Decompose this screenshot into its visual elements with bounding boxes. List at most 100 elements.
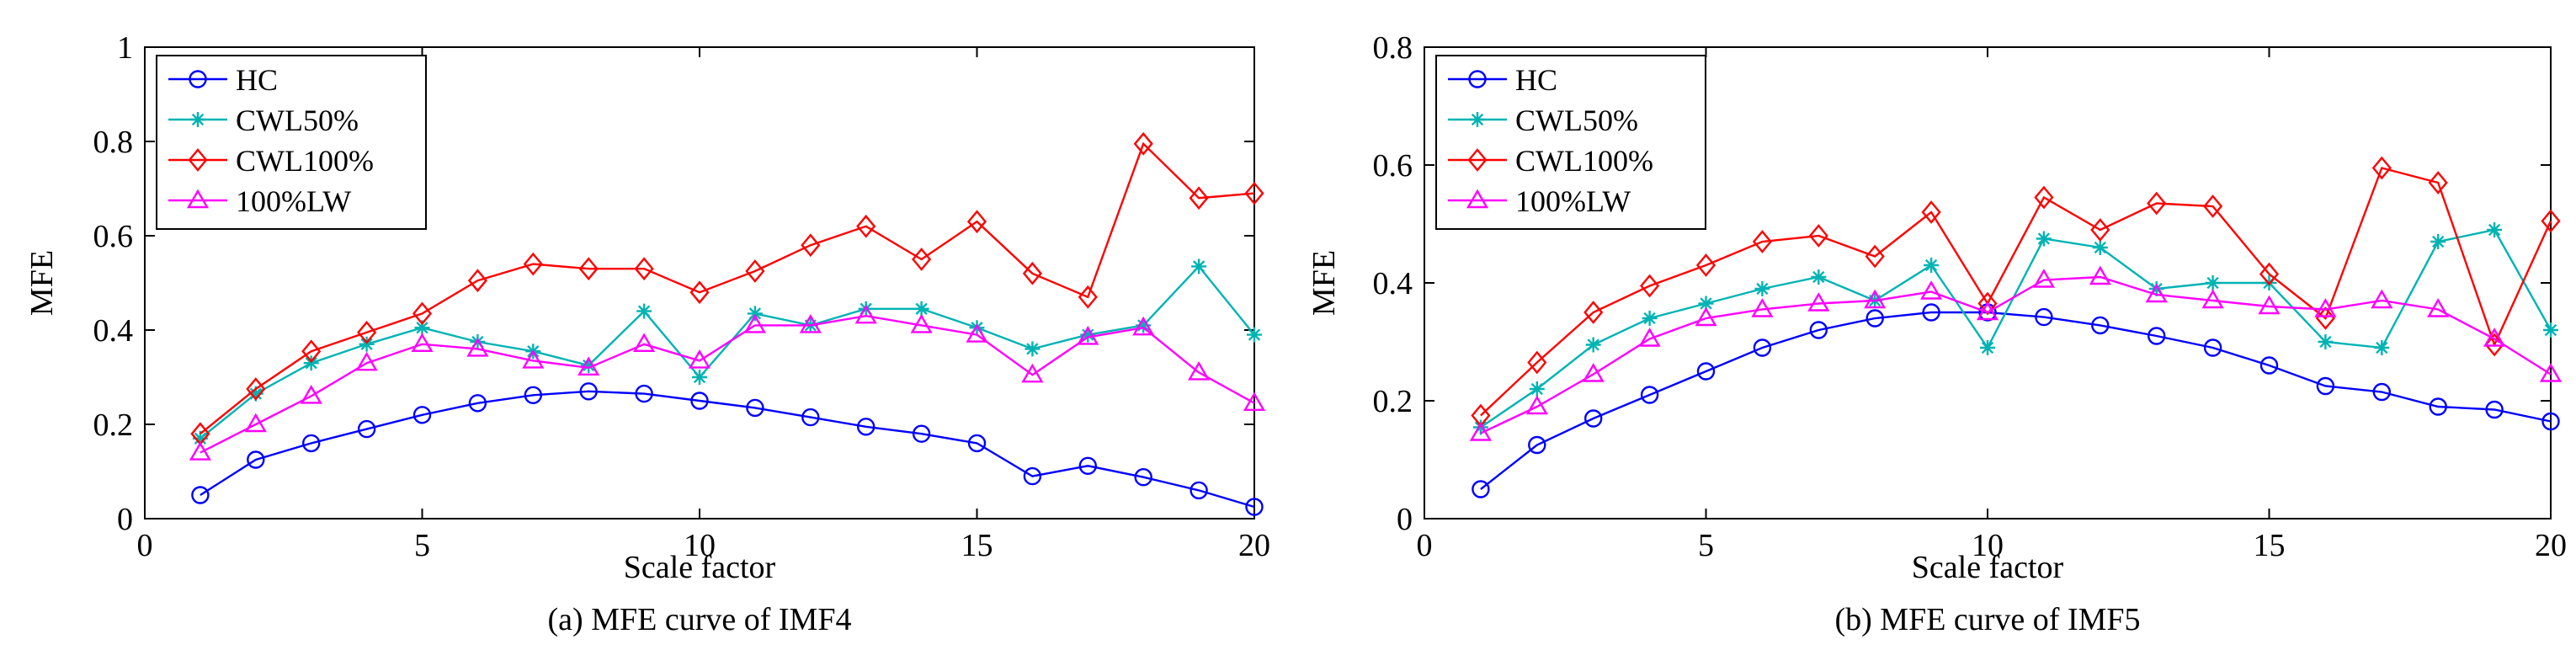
series-CWL100% [1471, 156, 2561, 428]
data-point [2371, 156, 2392, 180]
data-point [1472, 419, 1488, 435]
x-tick-label: 15 [2254, 528, 2286, 563]
data-point [1642, 311, 1658, 326]
data-point [468, 394, 487, 413]
data-point [1695, 253, 1716, 277]
data-point [2092, 240, 2108, 255]
legend-marker [190, 112, 205, 127]
legend-label: HC [1515, 63, 1557, 97]
data-point [2090, 218, 2110, 242]
x-tick-label: 5 [1698, 528, 1714, 563]
data-point [581, 358, 597, 373]
data-point [1078, 456, 1098, 475]
data-point [1585, 337, 1601, 353]
data-point [692, 370, 707, 385]
data-point [1080, 327, 1096, 343]
series-line [200, 264, 1255, 440]
data-point [577, 356, 600, 376]
data-point [522, 349, 545, 369]
data-point [967, 434, 987, 453]
legend: HC CWL50% CWL100% 100%LW [156, 55, 427, 230]
data-point [2032, 269, 2055, 288]
data-point [1021, 363, 1044, 383]
y-tick-label: 0.8 [1373, 30, 1413, 66]
legend-marker [1468, 70, 1487, 88]
data-point [1583, 301, 1604, 324]
y-tick-label: 1 [117, 30, 133, 66]
legend-entry: HC [168, 63, 278, 97]
y-axis-title: MFE [24, 250, 60, 316]
data-point [470, 334, 486, 349]
chart-panel-2: 0 5 10 15 20 0 0.2 0.4 0.6 0.8 Scale factor MFE (b) … [1307, 30, 2567, 637]
data-point [192, 430, 208, 446]
chart-caption: (b) MFE curve of IMF5 [1834, 602, 2140, 637]
data-point [966, 323, 988, 343]
data-point [191, 486, 210, 504]
data-point [1133, 131, 1153, 156]
data-point [1640, 386, 1659, 404]
series-CWL50% [1472, 222, 2558, 435]
legend-marker [188, 148, 208, 172]
data-point [966, 210, 987, 234]
legend-entry: CWL100% [168, 144, 374, 178]
data-point [1247, 327, 1262, 343]
data-point [359, 336, 375, 352]
series-line [1480, 311, 2552, 490]
legend-label: 100%LW [1515, 184, 1631, 218]
data-point [2371, 289, 2393, 309]
data-point [1134, 468, 1152, 487]
data-point [1754, 281, 1770, 296]
x-tick-label: 5 [414, 528, 430, 563]
legend-label: CWL50% [1515, 104, 1638, 137]
data-point [2541, 412, 2560, 431]
x-tick-label: 20 [2535, 528, 2567, 563]
data-point [2201, 289, 2224, 309]
data-point [1472, 480, 1490, 498]
data-point [690, 392, 709, 410]
data-point [1865, 244, 1885, 269]
data-point [1751, 298, 1774, 317]
data-point [411, 333, 434, 352]
data-point [1583, 409, 1603, 428]
series-CWL50% [192, 258, 1262, 446]
data-point [2372, 382, 2392, 402]
data-point [2316, 376, 2335, 396]
y-tick-label: 0.2 [1373, 384, 1413, 419]
data-point [1921, 200, 1941, 224]
legend-entry: CWL50% [1448, 104, 1638, 137]
data-point [1752, 230, 1772, 253]
chart-caption: (a) MFE curve of IMF4 [548, 602, 852, 637]
data-point [1808, 224, 1828, 248]
x-tick-label: 10 [1972, 528, 2004, 563]
y-tick-label: 0.8 [93, 125, 134, 160]
data-point [856, 214, 876, 238]
data-point [247, 450, 265, 469]
data-point [1243, 392, 1266, 411]
data-point [912, 248, 932, 271]
x-tick-label: 10 [684, 528, 716, 563]
data-point [1582, 363, 1605, 382]
data-point [2034, 185, 2054, 210]
data-point [189, 441, 211, 461]
data-point [1922, 303, 1940, 322]
data-point [301, 339, 322, 364]
data-point [2315, 306, 2335, 330]
data-point [1695, 306, 1717, 327]
series-HC [1472, 303, 2560, 498]
data-point [1811, 269, 1827, 285]
legend-marker [1467, 148, 1488, 172]
x-tick-label: 20 [1238, 528, 1270, 563]
data-point [1698, 296, 1714, 312]
data-point [1865, 309, 1884, 328]
series-line [1480, 228, 2552, 429]
data-point [2429, 397, 2447, 416]
data-point [466, 338, 489, 357]
legend-entry: 100%LW [168, 184, 351, 218]
series-100%LW [1469, 265, 2563, 441]
data-point [1528, 435, 1546, 455]
data-point [2541, 209, 2561, 233]
data-point [746, 398, 764, 418]
data-point [2035, 307, 2053, 327]
